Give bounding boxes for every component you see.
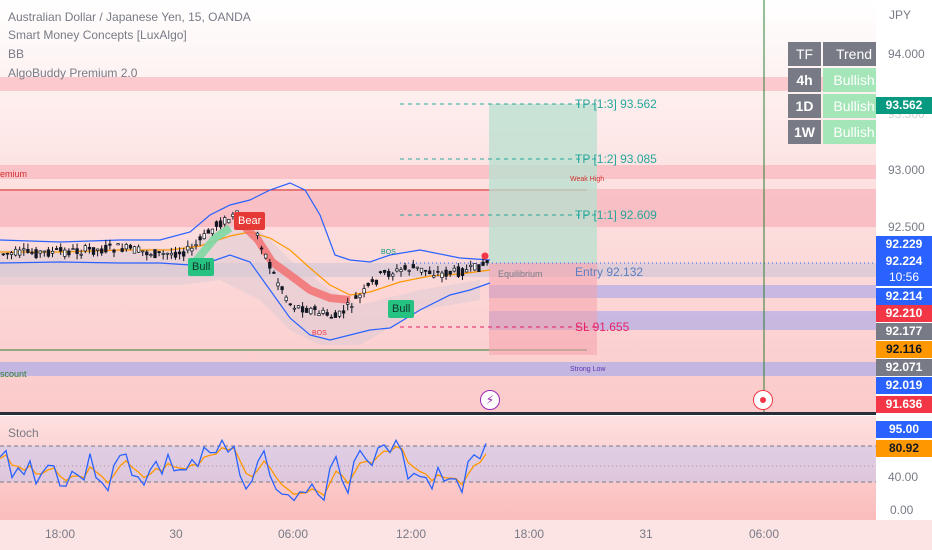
stoch-k-line xyxy=(0,438,487,502)
trend-row-value: Bullish xyxy=(823,68,885,92)
symbol-title[interactable]: Australian Dollar / Japanese Yen, 15, OA… xyxy=(8,10,251,24)
time-tick: 06:00 xyxy=(748,527,780,541)
premium-zone xyxy=(0,165,876,179)
tp1-label: TP [1:1] 92.609 xyxy=(575,208,657,222)
trend-row-tf: 4h xyxy=(788,68,821,92)
signal-dot xyxy=(481,252,489,260)
indicator-algobuddy[interactable]: AlgoBuddy Premium 2.0 xyxy=(8,66,138,80)
discount-label: scount xyxy=(0,369,27,379)
tp2-label: TP [1:2] 93.085 xyxy=(575,152,657,166)
bull-signal: Bull xyxy=(188,258,215,276)
countdown-label: 10:56 xyxy=(876,269,932,286)
premium-label: emium xyxy=(0,169,28,179)
trend-table: TF Trend 4h Bullish 1D Bullish 1W Bullis… xyxy=(786,40,887,146)
entry-label: Entry 92.132 xyxy=(575,265,644,279)
discount-zone xyxy=(0,362,876,376)
band-ribbon-green xyxy=(191,224,233,265)
bb-upper-line xyxy=(0,182,491,263)
target-icon[interactable] xyxy=(753,390,773,410)
time-axis-bg xyxy=(0,520,932,550)
stoch-d-value: 80.92 xyxy=(876,440,932,457)
price-label-last: 92.224 xyxy=(876,253,932,270)
candlestick-series xyxy=(1,210,489,319)
stoch-k-value: 95.00 xyxy=(876,421,932,438)
time-tick: 12:00 xyxy=(395,527,427,541)
price-label-sl: 91.636 xyxy=(876,396,932,413)
tp3-label: TP [1:3] 93.562 xyxy=(575,97,657,111)
price-tick: 94.000 xyxy=(888,47,925,61)
price-label-gray: 92.177 xyxy=(876,323,932,340)
trend-row-value: Bullish xyxy=(823,94,885,118)
price-label-gray-2: 92.071 xyxy=(876,359,932,376)
sl-label: SL 91.655 xyxy=(575,320,630,334)
weak-high-label: Weak High xyxy=(570,176,605,183)
price-label-bb-lower: 92.019 xyxy=(876,377,932,394)
time-axis[interactable] xyxy=(0,520,876,550)
take-profit-zone xyxy=(489,104,597,263)
bb-lower-line xyxy=(0,254,491,341)
bear-signal: Bear xyxy=(234,212,266,230)
stoch-tick: 40.00 xyxy=(888,470,919,484)
stoch-title[interactable]: Stoch xyxy=(8,426,39,440)
equilibrium-label: Equilibrium xyxy=(498,269,543,279)
time-tick: 30 xyxy=(169,527,183,541)
time-tick: 31 xyxy=(639,527,653,541)
price-label-bb-mid: 92.214 xyxy=(876,288,932,305)
trend-row-tf: 1D xyxy=(788,94,821,118)
price-label-bb-upper: 92.229 xyxy=(876,236,932,253)
time-tick: 06:00 xyxy=(277,527,309,541)
weak-high-zone xyxy=(0,189,876,227)
trend-row-value: Bullish xyxy=(823,120,885,144)
time-tick: 18:00 xyxy=(513,527,545,541)
stoch-tick: 0.00 xyxy=(890,503,914,517)
bull-signal-2: Bull xyxy=(388,300,415,318)
cloud-band xyxy=(0,225,480,345)
lightning-icon[interactable]: ⚡ xyxy=(480,390,500,410)
price-label-sma: 92.116 xyxy=(876,341,932,358)
price-label-red: 92.210 xyxy=(876,305,932,322)
trend-table-header-trend: Trend xyxy=(823,42,885,66)
band-ribbon xyxy=(237,219,351,304)
pane-divider xyxy=(0,412,932,415)
trend-table-header-tf: TF xyxy=(788,42,821,66)
indicator-bb[interactable]: BB xyxy=(8,47,25,61)
sma-line xyxy=(0,231,491,296)
price-tick: 93.000 xyxy=(888,163,925,177)
strong-low-label: Strong Low xyxy=(570,366,606,373)
price-tick: 92.500 xyxy=(888,220,925,234)
stoch-band xyxy=(0,446,876,482)
trend-row-tf: 1W xyxy=(788,120,821,144)
bos-label: BOS xyxy=(381,249,396,256)
stop-loss-zone xyxy=(489,263,597,355)
price-label-tp3: 93.562 xyxy=(876,97,932,114)
indicator-smc[interactable]: Smart Money Concepts [LuxAlgo] xyxy=(8,28,187,42)
time-tick: 18:00 xyxy=(44,527,76,541)
premium-zone-top xyxy=(0,77,876,91)
currency-label: JPY xyxy=(889,8,912,22)
bos-label-2: BOS xyxy=(312,330,327,337)
main-pane-bg xyxy=(0,0,876,412)
